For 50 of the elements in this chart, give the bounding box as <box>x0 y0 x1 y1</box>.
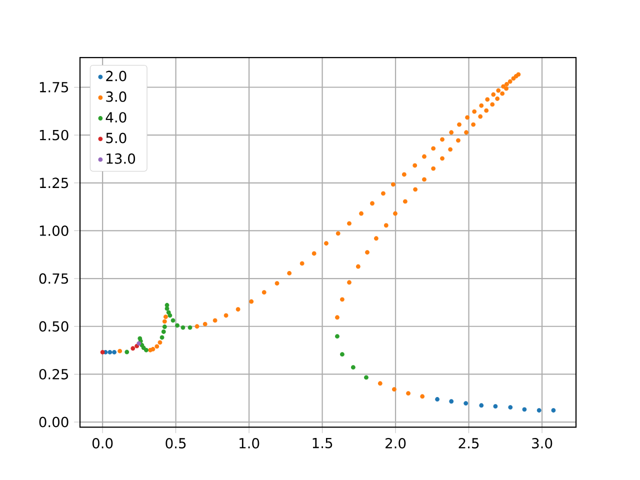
x-tick-label: 2.0 <box>386 438 406 448</box>
x-tick-label: 3.0 <box>532 438 552 448</box>
legend-label: 5.0 <box>106 132 126 144</box>
point <box>508 405 513 410</box>
y-tick-label: 0.50 <box>39 321 68 332</box>
point <box>340 352 344 357</box>
point <box>108 350 112 354</box>
point <box>161 330 166 334</box>
point <box>551 408 556 413</box>
y-tick-label: 0.25 <box>39 368 68 380</box>
x-tick-label: 0.5 <box>166 438 186 448</box>
point <box>130 346 136 351</box>
y-tick-label: 0.75 <box>39 273 68 284</box>
legend-label: 3.0 <box>106 91 126 102</box>
point <box>175 323 180 328</box>
point <box>170 318 176 323</box>
point <box>124 350 130 354</box>
point <box>136 341 142 346</box>
point <box>364 375 368 380</box>
y-tick-label: 1.75 <box>40 82 68 92</box>
point <box>493 404 498 409</box>
y-tick-label: 1.00 <box>40 225 68 236</box>
y-tick-label: 1.25 <box>40 178 68 188</box>
point <box>112 350 116 354</box>
point <box>350 365 356 370</box>
y-tick-label: 0.00 <box>39 416 68 428</box>
point <box>180 325 186 330</box>
point <box>522 407 527 412</box>
point <box>479 403 484 408</box>
point <box>100 350 105 354</box>
point <box>449 399 454 404</box>
x-tick-label: 2.5 <box>458 438 479 448</box>
point <box>435 397 440 402</box>
point <box>144 348 148 352</box>
legend-label: 4.0 <box>106 112 126 123</box>
point <box>160 335 164 340</box>
point <box>536 408 542 413</box>
point <box>335 334 340 339</box>
x-tick-label: 1.5 <box>312 438 332 448</box>
point <box>162 324 167 329</box>
point <box>168 313 172 318</box>
point <box>464 401 468 406</box>
legend-label: 13.0 <box>106 153 136 164</box>
x-tick-label: 0.0 <box>92 438 113 448</box>
y-tick-label: 1.50 <box>40 130 68 140</box>
point <box>164 306 170 311</box>
point <box>141 346 146 350</box>
point <box>188 325 192 330</box>
legend-label: 2.0 <box>106 70 126 82</box>
x-tick-label: 1.0 <box>240 438 260 448</box>
